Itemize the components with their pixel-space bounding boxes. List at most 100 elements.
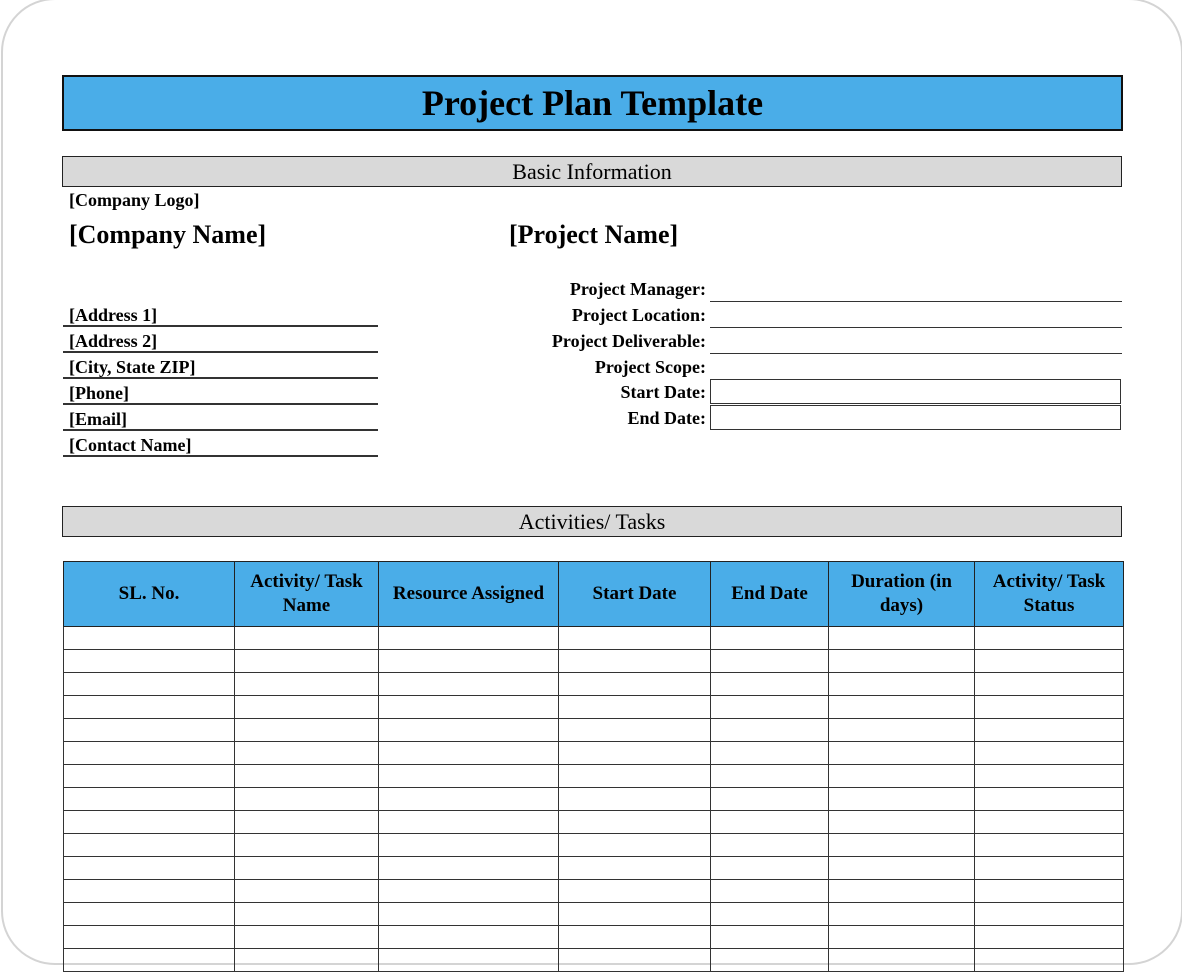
table-cell[interactable]: [710, 626, 829, 650]
table-cell[interactable]: [558, 695, 711, 719]
table-cell[interactable]: [710, 925, 829, 949]
table-cell[interactable]: [974, 948, 1124, 972]
table-cell[interactable]: [974, 649, 1124, 673]
table-cell[interactable]: [378, 902, 559, 926]
table-cell[interactable]: [63, 856, 235, 880]
table-cell[interactable]: [378, 764, 559, 788]
table-cell[interactable]: [828, 764, 975, 788]
table-cell[interactable]: [63, 810, 235, 834]
table-cell[interactable]: [558, 856, 711, 880]
table-cell[interactable]: [828, 741, 975, 765]
table-cell[interactable]: [828, 649, 975, 673]
table-cell[interactable]: [378, 741, 559, 765]
table-cell[interactable]: [710, 902, 829, 926]
table-cell[interactable]: [378, 879, 559, 903]
table-cell[interactable]: [710, 649, 829, 673]
table-cell[interactable]: [63, 879, 235, 903]
project-location-field[interactable]: [710, 303, 1122, 328]
table-cell[interactable]: [974, 764, 1124, 788]
table-cell[interactable]: [234, 649, 379, 673]
table-cell[interactable]: [974, 787, 1124, 811]
table-cell[interactable]: [558, 764, 711, 788]
contact-name-field[interactable]: [Contact Name]: [63, 433, 378, 457]
table-cell[interactable]: [828, 787, 975, 811]
table-cell[interactable]: [710, 718, 829, 742]
table-cell[interactable]: [558, 879, 711, 903]
table-cell[interactable]: [63, 718, 235, 742]
table-cell[interactable]: [234, 695, 379, 719]
table-cell[interactable]: [378, 672, 559, 696]
table-cell[interactable]: [710, 672, 829, 696]
table-cell[interactable]: [234, 925, 379, 949]
table-cell[interactable]: [710, 856, 829, 880]
table-cell[interactable]: [234, 833, 379, 857]
table-cell[interactable]: [710, 764, 829, 788]
table-cell[interactable]: [974, 810, 1124, 834]
table-cell[interactable]: [378, 718, 559, 742]
project-manager-field[interactable]: [710, 277, 1122, 302]
table-cell[interactable]: [378, 626, 559, 650]
table-cell[interactable]: [828, 672, 975, 696]
table-cell[interactable]: [558, 902, 711, 926]
table-cell[interactable]: [234, 626, 379, 650]
table-cell[interactable]: [63, 833, 235, 857]
table-cell[interactable]: [234, 672, 379, 696]
table-cell[interactable]: [828, 718, 975, 742]
table-cell[interactable]: [63, 741, 235, 765]
table-cell[interactable]: [234, 810, 379, 834]
table-cell[interactable]: [710, 695, 829, 719]
table-cell[interactable]: [378, 787, 559, 811]
table-cell[interactable]: [558, 718, 711, 742]
table-cell[interactable]: [234, 856, 379, 880]
table-cell[interactable]: [378, 925, 559, 949]
table-cell[interactable]: [828, 948, 975, 972]
table-cell[interactable]: [710, 787, 829, 811]
address-1-field[interactable]: [Address 1]: [63, 303, 378, 327]
table-cell[interactable]: [63, 626, 235, 650]
table-cell[interactable]: [974, 626, 1124, 650]
table-cell[interactable]: [974, 741, 1124, 765]
table-cell[interactable]: [710, 833, 829, 857]
table-cell[interactable]: [558, 833, 711, 857]
table-cell[interactable]: [558, 626, 711, 650]
table-cell[interactable]: [63, 672, 235, 696]
table-cell[interactable]: [234, 948, 379, 972]
table-cell[interactable]: [63, 649, 235, 673]
address-2-field[interactable]: [Address 2]: [63, 329, 378, 353]
email-field[interactable]: [Email]: [63, 407, 378, 431]
table-cell[interactable]: [828, 856, 975, 880]
table-cell[interactable]: [378, 695, 559, 719]
table-cell[interactable]: [974, 718, 1124, 742]
table-cell[interactable]: [63, 948, 235, 972]
project-scope-field[interactable]: [710, 355, 1122, 379]
table-cell[interactable]: [974, 902, 1124, 926]
table-cell[interactable]: [558, 925, 711, 949]
table-cell[interactable]: [558, 649, 711, 673]
city-state-zip-field[interactable]: [City, State ZIP]: [63, 355, 378, 379]
project-deliverable-field[interactable]: [710, 329, 1122, 354]
table-cell[interactable]: [710, 810, 829, 834]
table-cell[interactable]: [558, 810, 711, 834]
table-cell[interactable]: [828, 925, 975, 949]
table-cell[interactable]: [710, 948, 829, 972]
table-cell[interactable]: [558, 672, 711, 696]
table-cell[interactable]: [234, 741, 379, 765]
table-cell[interactable]: [558, 787, 711, 811]
table-cell[interactable]: [378, 649, 559, 673]
table-cell[interactable]: [974, 856, 1124, 880]
table-cell[interactable]: [974, 833, 1124, 857]
table-cell[interactable]: [828, 833, 975, 857]
table-cell[interactable]: [63, 764, 235, 788]
table-cell[interactable]: [974, 879, 1124, 903]
table-cell[interactable]: [710, 741, 829, 765]
table-cell[interactable]: [234, 787, 379, 811]
table-cell[interactable]: [828, 626, 975, 650]
phone-field[interactable]: [Phone]: [63, 381, 378, 405]
table-cell[interactable]: [63, 695, 235, 719]
table-cell[interactable]: [828, 879, 975, 903]
table-cell[interactable]: [234, 764, 379, 788]
table-cell[interactable]: [974, 925, 1124, 949]
table-cell[interactable]: [63, 787, 235, 811]
table-cell[interactable]: [378, 856, 559, 880]
table-cell[interactable]: [378, 810, 559, 834]
